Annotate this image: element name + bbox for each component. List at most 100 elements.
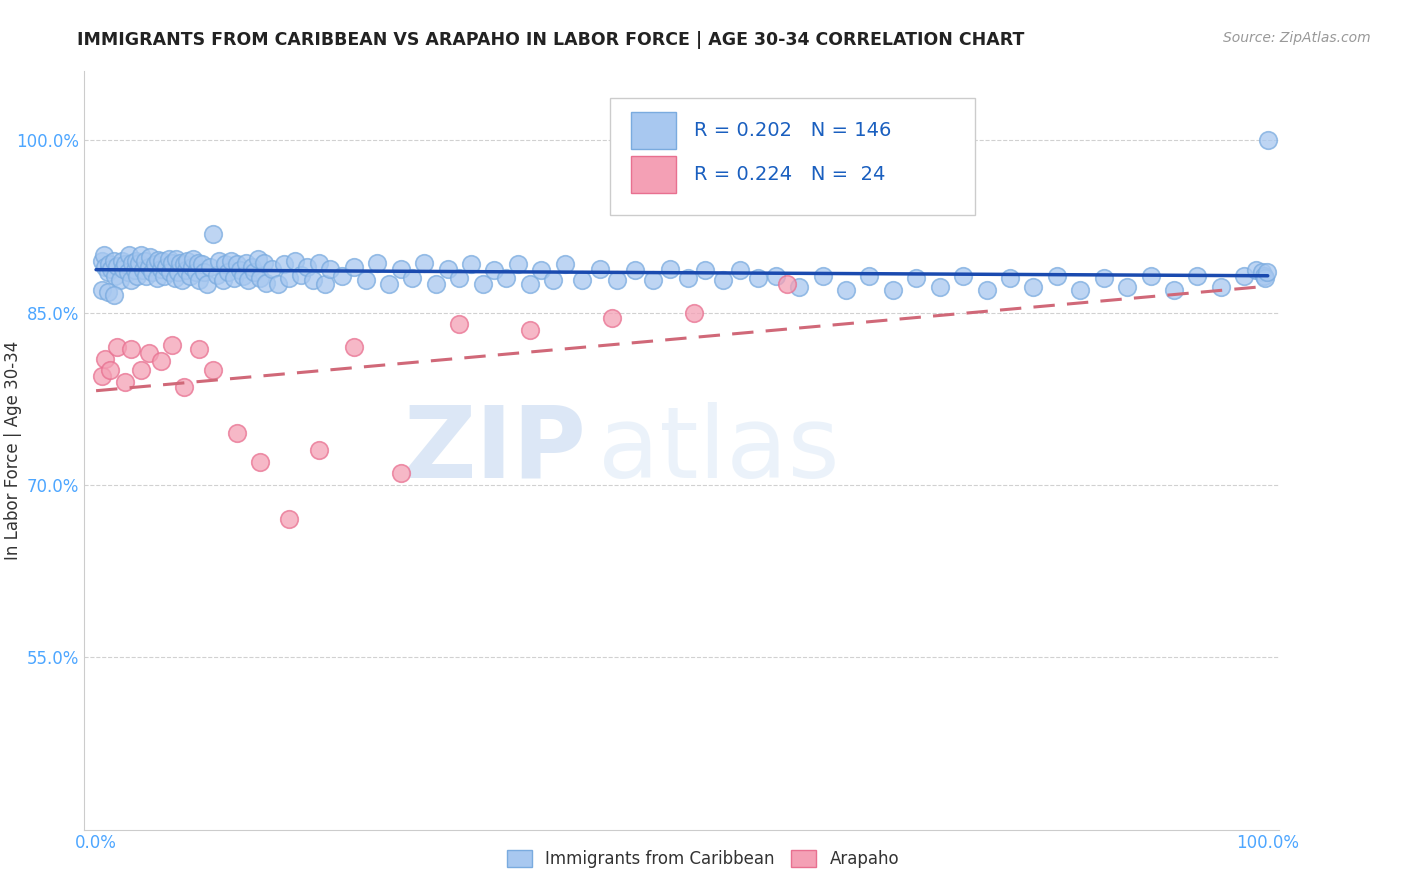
Bar: [630, 156, 676, 193]
Point: [765, 268, 787, 283]
Point: [600, 311, 623, 326]
Point: [114, 257, 136, 271]
Point: [202, 363, 225, 377]
Point: [260, 262, 283, 277]
Point: [149, 354, 172, 368]
Point: [295, 260, 318, 274]
Point: [148, 252, 170, 267]
Point: [730, 263, 752, 277]
Point: [205, 268, 228, 282]
Point: [90, 368, 114, 383]
Point: [484, 263, 506, 277]
Point: [747, 271, 769, 285]
Point: [659, 262, 682, 277]
Point: [319, 262, 342, 277]
Point: [224, 271, 246, 285]
Point: [149, 262, 172, 277]
Point: [188, 273, 211, 287]
Point: [506, 257, 529, 271]
Point: [138, 260, 160, 274]
Point: [238, 273, 260, 287]
Point: [162, 256, 183, 270]
Point: [118, 248, 141, 262]
Point: [436, 262, 458, 277]
Point: [157, 252, 180, 266]
Point: [120, 273, 142, 287]
Point: [211, 273, 233, 287]
Point: [695, 263, 717, 277]
Point: [389, 467, 412, 481]
Point: [1139, 268, 1161, 283]
Point: [624, 263, 647, 277]
Point: [1256, 265, 1278, 279]
Point: [173, 380, 195, 394]
Point: [389, 262, 412, 277]
Point: [188, 343, 211, 357]
Point: [1187, 268, 1209, 283]
Point: [235, 256, 257, 270]
Point: [121, 256, 143, 270]
Point: [278, 271, 301, 285]
Point: [811, 268, 834, 283]
Point: [114, 375, 136, 389]
Point: [165, 252, 187, 266]
Point: [124, 263, 146, 277]
Point: [343, 260, 366, 274]
Point: [284, 254, 307, 268]
Point: [413, 256, 436, 270]
Text: R = 0.224   N =  24: R = 0.224 N = 24: [695, 165, 886, 184]
Point: [105, 340, 128, 354]
Point: [267, 277, 290, 291]
Point: [495, 271, 517, 285]
Point: [167, 265, 190, 279]
Point: [249, 271, 271, 285]
Point: [128, 256, 150, 270]
Point: [134, 254, 156, 268]
Point: [449, 317, 471, 331]
Point: [125, 254, 148, 268]
Point: [112, 262, 135, 277]
Point: [240, 260, 263, 274]
Point: [1092, 271, 1115, 285]
Bar: [630, 112, 676, 149]
Point: [471, 277, 494, 291]
Point: [100, 262, 122, 277]
Point: [1163, 283, 1185, 297]
Point: [308, 256, 330, 270]
Point: [676, 271, 699, 285]
Point: [290, 268, 312, 282]
Point: [162, 338, 183, 352]
Point: [187, 256, 209, 270]
Point: [103, 288, 125, 302]
Point: [155, 260, 177, 274]
Point: [146, 271, 169, 285]
Point: [449, 271, 471, 285]
Point: [143, 257, 166, 271]
Point: [976, 283, 998, 297]
Point: [198, 260, 221, 274]
Point: [117, 265, 139, 279]
Point: [97, 285, 120, 299]
Point: [170, 273, 193, 287]
Point: [163, 271, 186, 285]
Point: [1253, 268, 1275, 283]
Point: [176, 254, 198, 268]
Point: [159, 265, 181, 279]
Point: [202, 227, 225, 242]
Point: [111, 254, 134, 268]
Point: [219, 254, 242, 268]
Point: [253, 256, 276, 270]
Text: R = 0.202   N = 146: R = 0.202 N = 146: [695, 121, 891, 140]
Point: [90, 283, 114, 297]
Point: [401, 271, 423, 285]
Point: [378, 277, 401, 291]
Point: [302, 273, 325, 287]
Point: [273, 257, 295, 271]
Point: [835, 283, 858, 297]
Point: [1116, 280, 1139, 294]
Point: [1257, 133, 1279, 147]
Point: [93, 248, 115, 262]
Point: [343, 340, 366, 354]
Point: [905, 271, 928, 285]
Point: [952, 268, 974, 283]
